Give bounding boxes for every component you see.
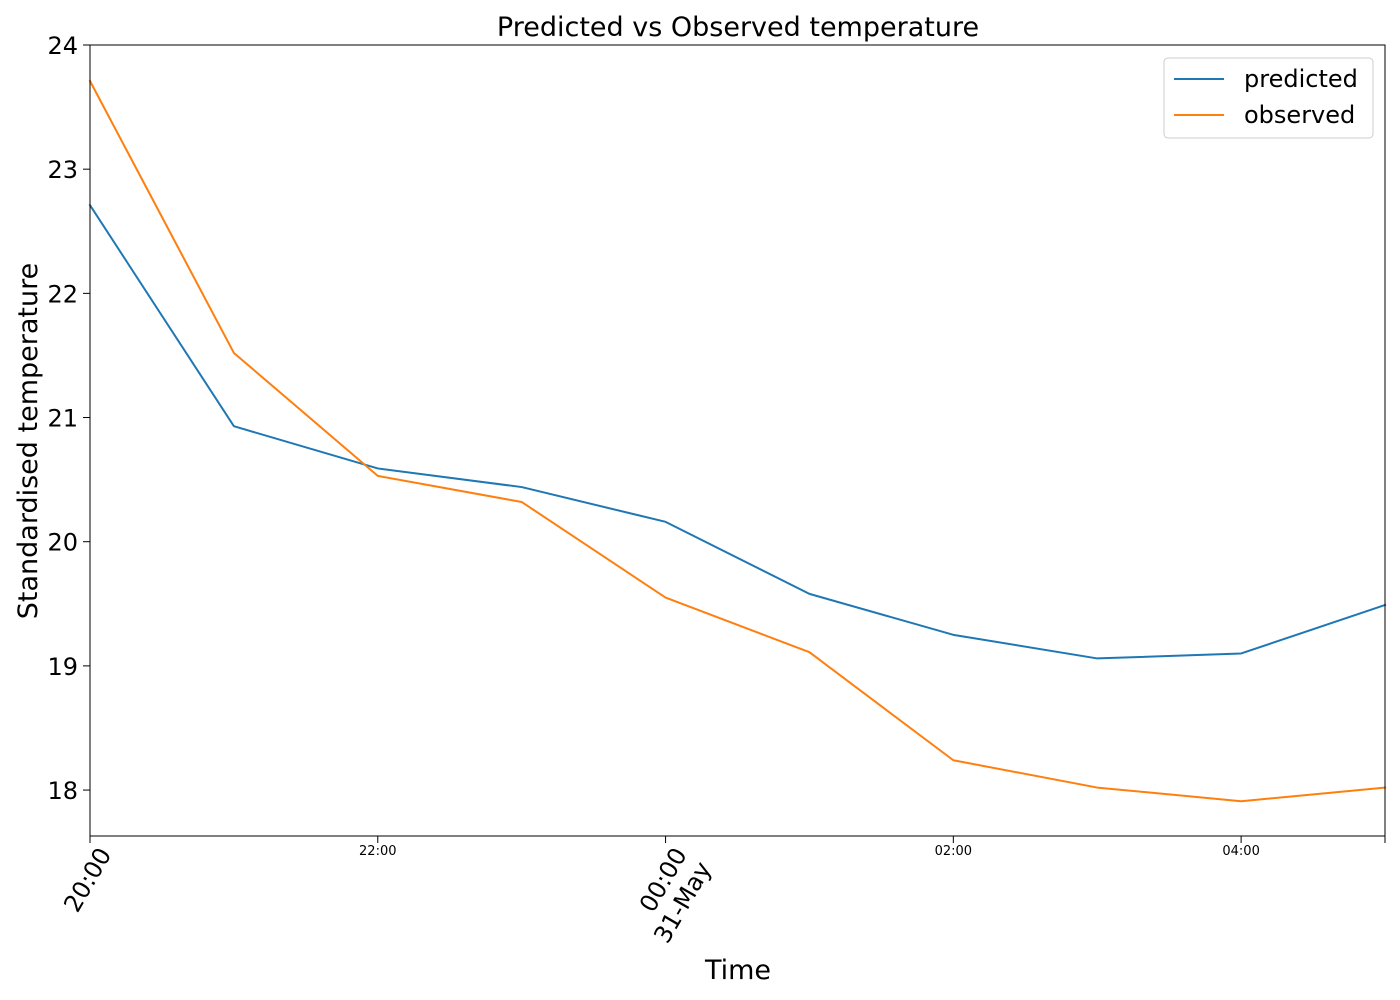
x-tick-label-0: 20:00 [58, 843, 117, 917]
y-tick-label-24: 24 [47, 32, 78, 60]
x-tick-label-4: 04:00 [1222, 844, 1259, 859]
y-tick-label-22: 22 [47, 280, 78, 308]
series-line-observed [88, 79, 1387, 803]
x-tick-label-line: 20:00 [58, 843, 117, 917]
y-tick-label-21: 21 [47, 405, 78, 433]
y-tick-label-23: 23 [47, 156, 78, 184]
chart-title: Predicted vs Observed temperature [497, 12, 979, 43]
series-line-predicted [88, 203, 1387, 660]
y-axis-label: Standardised temperature [13, 263, 44, 619]
legend-label-predicted: predicted [1244, 65, 1358, 93]
y-tick-label-20: 20 [47, 529, 78, 557]
x-tick-label-3: 02:00 [935, 844, 972, 859]
plot-frame [89, 44, 1386, 837]
legend: predicted observed [1163, 57, 1374, 139]
x-axis-label: Time [704, 955, 771, 986]
legend-label-observed: observed [1244, 101, 1355, 129]
y-tick-label-19: 19 [47, 653, 78, 681]
y-tick-label-18: 18 [47, 777, 78, 805]
x-tick-label-1: 22:00 [359, 844, 396, 859]
